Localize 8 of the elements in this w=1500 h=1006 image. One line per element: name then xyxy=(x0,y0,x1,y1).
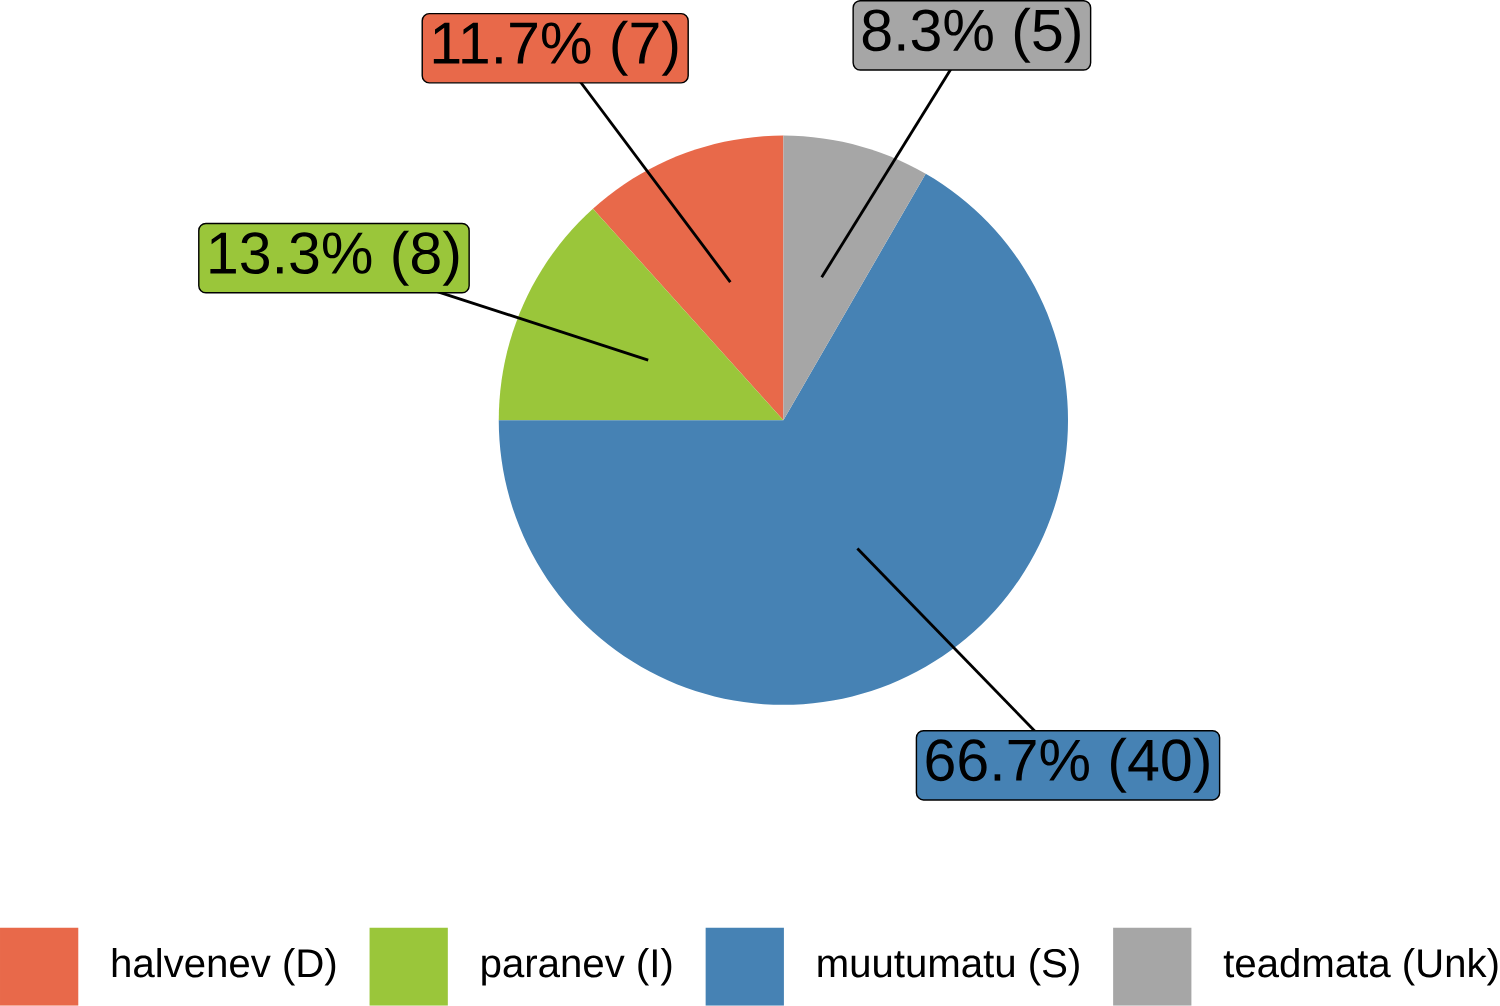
legend-label: halvenev (D) xyxy=(112,948,336,986)
data-label: 11.7% (7) xyxy=(433,20,678,76)
data-label: 13.3% (8) xyxy=(210,230,459,286)
legend-label: teadmata (Unk) xyxy=(1223,948,1498,986)
legend-label: muutumatu (S) xyxy=(818,948,1079,986)
legend-label: paranev (I) xyxy=(482,948,672,986)
data-label: 8.3% (5) xyxy=(862,7,1080,63)
data-label: 66.7% (40) xyxy=(926,737,1209,793)
